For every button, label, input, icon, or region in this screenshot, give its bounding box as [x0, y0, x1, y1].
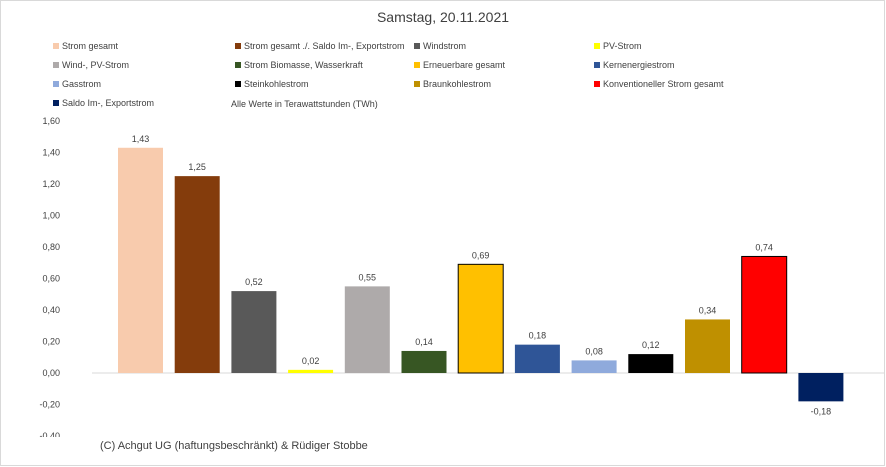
legend-label: Erneuerbare gesamt	[423, 60, 506, 70]
legend-label: Kernenergiestrom	[603, 60, 675, 70]
legend-swatch	[235, 43, 241, 49]
chart-subtitle: Alle Werte in Terawattstunden (TWh)	[231, 99, 378, 109]
legend-item: Strom Biomasse, Wasserkraft	[235, 59, 363, 71]
y-tick-label: 0,80	[42, 242, 60, 252]
legend-item: PV-Strom	[594, 40, 642, 52]
bar	[344, 286, 390, 373]
legend-swatch	[594, 62, 600, 68]
bar-value-label: 0,12	[642, 340, 660, 350]
y-tick-label: -0,40	[39, 431, 60, 441]
legend-item: Konventioneller Strom gesamt	[594, 78, 724, 90]
bar-value-label: 0,52	[245, 277, 263, 287]
bar	[118, 147, 163, 373]
y-tick-label: 0,00	[42, 368, 60, 378]
bar	[685, 319, 730, 373]
y-tick-label: 1,20	[42, 179, 60, 189]
legend-swatch	[235, 81, 241, 87]
legend-swatch	[53, 81, 59, 87]
bar-value-label: 0,55	[359, 272, 377, 282]
bar-value-label: 0,14	[415, 337, 433, 347]
y-tick-label: 0,40	[42, 305, 60, 315]
bar	[288, 369, 334, 373]
legend-label: Strom gesamt	[62, 41, 119, 51]
legend-item: Saldo Im-, Exportstrom	[53, 97, 154, 109]
legend-item: Braunkohlestrom	[414, 78, 491, 90]
legend-label: Strom Biomasse, Wasserkraft	[244, 60, 363, 70]
bar-value-label: -0,18	[811, 406, 832, 416]
legend-item: Strom gesamt ./. Saldo Im-, Exportstrom	[235, 40, 405, 52]
bar	[741, 255, 788, 374]
bar	[401, 350, 447, 373]
bar-value-label: 0,08	[585, 346, 603, 356]
legend-item: Gasstrom	[53, 78, 101, 90]
chart-title: Samstag, 20.11.2021	[376, 9, 510, 25]
y-tick-label: 0,60	[42, 274, 60, 284]
legend-label: Steinkohlestrom	[244, 79, 309, 89]
bar-value-label: 0,02	[302, 356, 320, 366]
legend-swatch	[414, 62, 420, 68]
legend-label: Wind-, PV-Strom	[62, 60, 130, 70]
y-tick-label: -0,20	[39, 400, 60, 410]
legend-swatch	[235, 62, 241, 68]
bar	[571, 360, 617, 373]
legend-label: Windstrom	[423, 41, 467, 51]
y-tick-label: 1,40	[42, 148, 60, 158]
bar	[457, 263, 504, 374]
bar-value-label: 1,43	[132, 134, 150, 144]
y-tick-label: 0,20	[42, 337, 60, 347]
bar	[628, 354, 674, 373]
bar	[231, 291, 277, 373]
y-tick-label: 1,60	[42, 116, 60, 126]
bar-value-label: 0,74	[755, 242, 773, 252]
legend-label: PV-Strom	[603, 41, 642, 51]
legend-label: Braunkohlestrom	[423, 79, 492, 89]
bar-value-label: 1,25	[188, 162, 206, 172]
bar-value-label: 0,34	[699, 305, 717, 315]
legend-item: Erneuerbare gesamt	[414, 59, 505, 71]
legend-item: Wind-, PV-Strom	[53, 59, 129, 71]
legend-item: Windstrom	[414, 40, 466, 52]
legend-swatch	[414, 43, 420, 49]
bar-value-label: 0,69	[472, 250, 490, 260]
y-tick-label: 1,00	[42, 211, 60, 221]
bar	[798, 373, 844, 402]
legend-swatch	[414, 81, 420, 87]
legend-swatch	[53, 62, 59, 68]
legend-label: Konventioneller Strom gesamt	[603, 79, 724, 89]
legend-item: Steinkohlestrom	[235, 78, 309, 90]
legend-swatch	[594, 43, 600, 49]
legend-swatch	[53, 43, 59, 49]
copyright-note: (C) Achgut UG (haftungsbeschränkt) & Rüd…	[100, 440, 368, 452]
legend-swatch	[53, 100, 59, 106]
legend-item: Kernenergiestrom	[594, 59, 675, 71]
legend-item: Strom gesamt	[53, 40, 118, 52]
legend-swatch	[594, 81, 600, 87]
legend-label: Strom gesamt ./. Saldo Im-, Exportstrom	[244, 41, 405, 51]
legend-label: Saldo Im-, Exportstrom	[62, 98, 155, 108]
bar	[514, 344, 560, 373]
legend-label: Gasstrom	[62, 79, 102, 89]
bar-value-label: 0,18	[529, 331, 547, 341]
bar	[174, 176, 220, 373]
